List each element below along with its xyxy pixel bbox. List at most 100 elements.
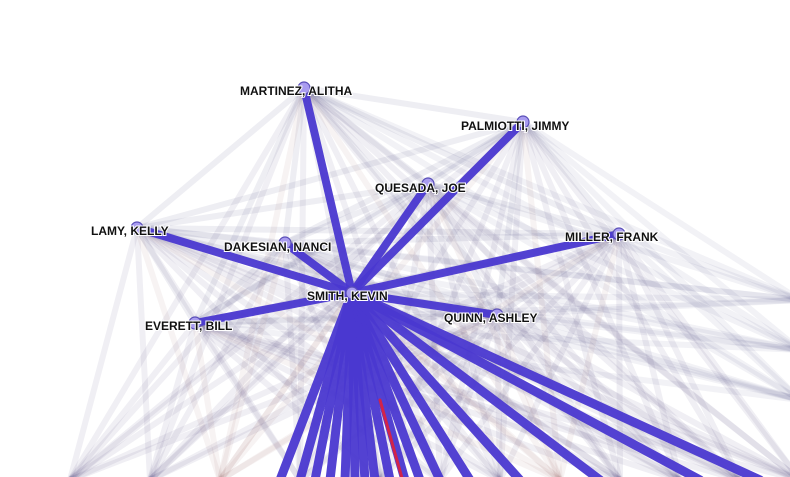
faint-edge <box>192 119 526 326</box>
faint-edge <box>494 297 790 318</box>
faint-edge <box>301 85 742 477</box>
faint-edge <box>134 225 302 477</box>
node-everett[interactable]: EVERETT, BILL <box>144 316 233 334</box>
faint-edge <box>192 240 288 326</box>
faint-edge <box>134 225 288 246</box>
faint-edge <box>134 225 790 352</box>
strong-edge <box>347 288 524 477</box>
node-dakesian-dot[interactable] <box>278 236 292 250</box>
faint-edge <box>301 85 790 349</box>
faint-edge <box>301 85 431 187</box>
faint-edge <box>425 181 682 477</box>
node-miller-dot[interactable] <box>612 227 626 241</box>
faint-edge <box>425 181 790 349</box>
faint-edge <box>219 231 622 477</box>
faint-edge <box>520 119 790 298</box>
faint-edge <box>520 119 623 477</box>
faint-edge <box>134 225 153 477</box>
faint-edge <box>68 85 307 477</box>
node-palmiotti-dot[interactable] <box>516 115 530 129</box>
faint-edge <box>68 320 198 477</box>
node-dakesian-label: DAKESIAN, NANCI <box>224 240 331 254</box>
faint-edge <box>494 312 790 352</box>
node-miller[interactable]: MILLER, FRANK <box>564 227 660 245</box>
faint-edge <box>282 240 790 302</box>
node-quesada[interactable]: QUESADA, JOE <box>374 177 467 196</box>
faint-edge <box>425 181 622 477</box>
faint-edge <box>425 181 742 477</box>
faint-edge <box>134 119 526 231</box>
faint-edge <box>520 119 682 477</box>
faint-edge <box>148 290 355 477</box>
node-miller-label: MILLER, FRANK <box>565 230 659 244</box>
faint-edge <box>217 240 288 477</box>
strong-edge <box>133 224 356 297</box>
faint-edge <box>498 231 622 477</box>
node-everett-dot[interactable] <box>188 316 202 330</box>
node-lamy-dot[interactable] <box>130 221 144 235</box>
faint-edge <box>301 85 526 125</box>
faint-edge <box>616 231 742 477</box>
faint-edge <box>520 119 790 472</box>
faint-edge <box>425 181 790 301</box>
faint-edge <box>134 225 382 477</box>
node-martinez[interactable]: MARTINEZ, ALITHA <box>239 81 354 99</box>
faint-edge <box>282 181 431 246</box>
strong-edge <box>281 239 356 297</box>
faint-edge <box>520 119 742 477</box>
node-smith[interactable]: SMITH, KEVIN <box>306 286 389 304</box>
faint-edge <box>192 320 302 477</box>
node-quinn[interactable]: QUINN, ASHLEY <box>443 308 539 326</box>
faint-edge <box>192 181 431 326</box>
faint-edge <box>301 85 622 237</box>
faint-edge <box>282 240 790 477</box>
node-smith-label: SMITH, KEVIN <box>307 289 388 303</box>
faint-edge <box>437 119 526 477</box>
faint-edge <box>520 119 790 395</box>
node-martinez-label: MARTINEZ, ALITHA <box>240 84 353 98</box>
nodes-layer: MARTINEZ, ALITHA PALMIOTTI, JIMMY QUESAD… <box>90 81 660 334</box>
faint-edge <box>494 312 622 477</box>
node-lamy[interactable]: LAMY, KELLY <box>90 221 170 239</box>
node-palmiotti-label: PALMIOTTI, JIMMY <box>461 119 569 133</box>
node-quesada-label: QUESADA, JOE <box>375 181 466 195</box>
faint-edge <box>67 225 140 477</box>
faint-edge <box>68 240 288 477</box>
faint-edge <box>425 181 622 237</box>
faint-edge <box>425 181 790 476</box>
faint-edge <box>616 231 790 472</box>
faint-edge <box>301 85 790 476</box>
faint-edge <box>438 231 622 477</box>
faint-edge <box>134 85 307 231</box>
faint-edge <box>192 320 223 477</box>
strong-edge <box>348 180 432 297</box>
faint-edge <box>282 119 526 246</box>
faint-edge <box>425 181 790 398</box>
faint-edge <box>192 320 790 353</box>
faint-edge <box>616 231 790 395</box>
faint-edge <box>69 290 355 477</box>
faint-edge <box>192 85 307 326</box>
faint-edge <box>134 225 198 326</box>
faint-edge <box>616 231 790 300</box>
faint-edge <box>147 320 198 477</box>
faint-edge <box>217 85 307 477</box>
node-quinn-label: QUINN, ASHLEY <box>444 311 538 325</box>
faint-edge <box>520 119 622 237</box>
node-quesada-dot[interactable] <box>421 177 435 191</box>
faint-edge <box>494 231 622 318</box>
node-martinez-dot[interactable] <box>297 81 311 95</box>
faint-edge <box>377 119 526 477</box>
faint-edge <box>148 181 431 477</box>
node-smith-dot[interactable] <box>345 286 359 300</box>
node-lamy-label: LAMY, KELLY <box>91 224 169 238</box>
node-quinn-dot[interactable] <box>490 308 504 322</box>
faint-edge <box>282 240 500 318</box>
highlight-edge <box>378 398 404 477</box>
node-palmiotti[interactable]: PALMIOTTI, JIMMY <box>460 115 570 134</box>
faint-edge <box>148 240 288 477</box>
faint-edge <box>494 312 790 401</box>
node-dakesian[interactable]: DAKESIAN, NANCI <box>223 236 332 255</box>
strong-edge <box>348 230 623 297</box>
faint-edge <box>425 181 503 477</box>
